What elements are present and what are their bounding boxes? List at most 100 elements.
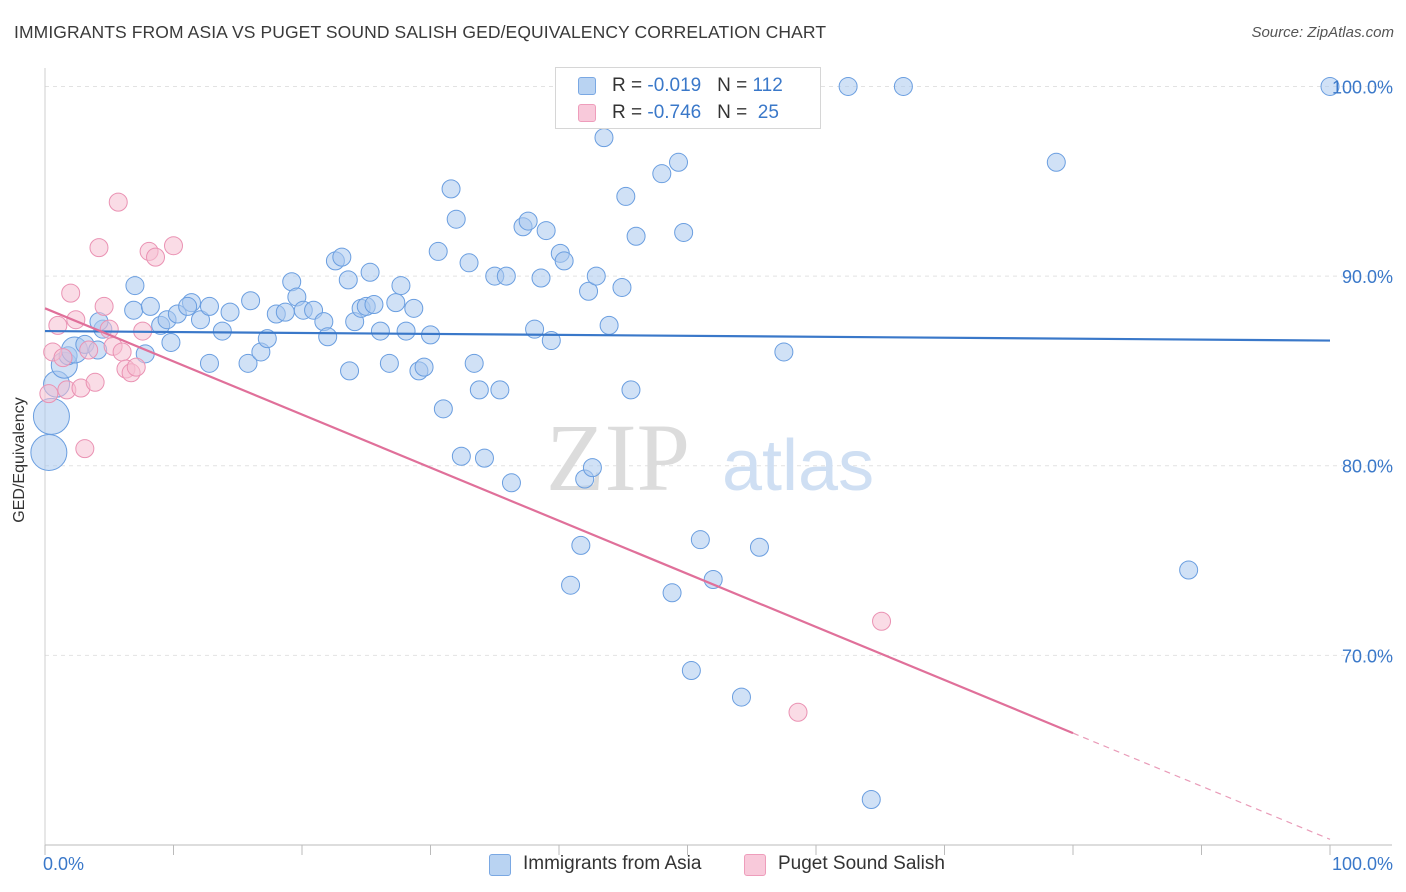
data-point [1179, 560, 1199, 580]
data-point [85, 372, 105, 392]
data-point [446, 209, 466, 229]
data-point [469, 380, 489, 400]
data-point [212, 321, 232, 341]
data-point [332, 247, 352, 267]
data-point [140, 296, 160, 316]
data-point [94, 296, 114, 316]
data-point [433, 399, 453, 419]
data-point [257, 329, 277, 349]
data-point [464, 353, 484, 373]
data-point [662, 583, 682, 603]
data-point [146, 247, 166, 267]
data-point [459, 253, 479, 273]
n-value-blue: 112 [752, 75, 783, 96]
legend-swatch-pink [578, 104, 596, 122]
data-point [1046, 152, 1066, 172]
y-axis-label: GED/Equivalency [11, 397, 28, 523]
data-point [674, 222, 694, 242]
data-point [126, 357, 146, 377]
data-point [428, 241, 448, 261]
data-point [178, 296, 198, 316]
n-value-pink: 25 [752, 102, 779, 123]
data-point [161, 332, 181, 352]
data-point [594, 128, 614, 148]
data-point [652, 164, 672, 184]
x-tick-label: 100.0% [1332, 854, 1393, 874]
data-point [39, 384, 59, 404]
watermark: ZIP atlas [546, 404, 874, 511]
data-point [370, 321, 390, 341]
data-point [541, 331, 561, 351]
y-tick-label: 70.0% [1342, 646, 1393, 666]
data-point [340, 361, 360, 381]
data-point [379, 353, 399, 373]
chart-title: IMMIGRANTS FROM ASIA VS PUGET SOUND SALI… [14, 22, 827, 42]
data-point [731, 687, 751, 707]
source-label: Source: ZipAtlas.com [1251, 24, 1394, 41]
data-point [220, 302, 240, 322]
data-point [561, 575, 581, 595]
data-point [599, 315, 619, 335]
data-point [690, 530, 710, 550]
data-point [396, 321, 416, 341]
data-point [681, 661, 701, 681]
data-point [275, 302, 295, 322]
data-point [32, 397, 70, 435]
data-point [788, 702, 808, 722]
trend-lines [44, 307, 1331, 840]
data-point [586, 266, 606, 286]
data-point [441, 179, 461, 199]
data-point [199, 353, 219, 373]
legend-swatch-puget-sound-salish [744, 854, 766, 876]
data-point [414, 357, 434, 377]
data-point [238, 353, 258, 373]
data-point [518, 211, 538, 231]
x-tick-label: 0.0% [43, 854, 84, 874]
data-point [386, 293, 406, 313]
data-point [125, 276, 145, 296]
legend-swatch-immigrants-from-asia [489, 854, 511, 876]
data-point [79, 340, 99, 360]
data-point [364, 295, 384, 315]
data-point [579, 281, 599, 301]
data-point [582, 458, 602, 478]
data-point [190, 310, 210, 330]
data-point [490, 380, 510, 400]
trend-line-pink [44, 307, 1074, 735]
y-tick-label: 100.0% [1332, 77, 1393, 97]
data-point [199, 296, 219, 316]
y-tick-label: 80.0% [1342, 457, 1393, 477]
trend-line-blue [44, 329, 1331, 342]
series-immigrants-from-asia [30, 76, 1340, 809]
data-point [451, 446, 471, 466]
data-point [621, 380, 641, 400]
axes [44, 68, 1392, 855]
data-point [108, 192, 128, 212]
data-point [749, 537, 769, 557]
data-point [872, 611, 892, 631]
watermark-atlas: atlas [722, 426, 874, 506]
data-point [612, 277, 632, 297]
tick-labels: 70.0% 80.0% 90.0% 100.0% 0.0% 100.0% [43, 77, 1393, 874]
data-point [554, 251, 574, 271]
data-point [626, 226, 646, 246]
watermark-zip: ZIP [546, 404, 690, 511]
trend-line-extension-pink [1072, 732, 1331, 840]
data-point [536, 221, 556, 241]
data-point [404, 298, 424, 318]
data-point [360, 262, 380, 282]
y-tick-label: 90.0% [1342, 267, 1393, 287]
data-point [616, 186, 636, 206]
data-point [241, 291, 261, 311]
legend-stats: R = -0.019 N = 112 R = -0.746 N = 25 [555, 67, 821, 129]
data-point [338, 270, 358, 290]
data-point [703, 570, 723, 590]
data-point [496, 266, 516, 286]
data-point [75, 439, 95, 459]
r-value-blue: -0.019 [647, 75, 702, 96]
data-point [861, 789, 881, 809]
data-point [48, 315, 68, 335]
data-point [774, 342, 794, 362]
data-point [1320, 76, 1340, 96]
